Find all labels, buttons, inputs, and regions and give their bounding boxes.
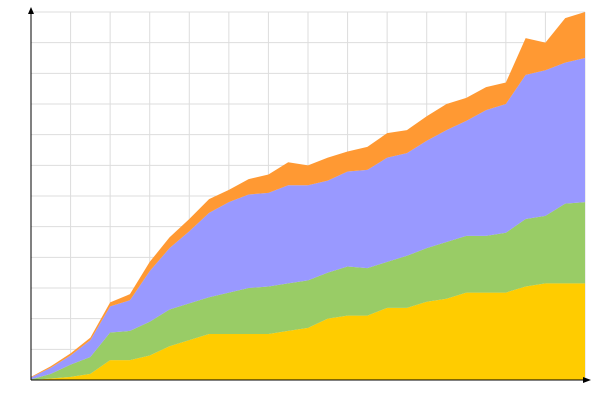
- area-series-1: [31, 283, 585, 380]
- area-series-2: [31, 202, 585, 380]
- area-series-4: [31, 12, 585, 378]
- y-axis-arrow: [28, 7, 34, 14]
- x-axis-arrow: [583, 377, 591, 383]
- area-series-group: [31, 12, 585, 380]
- axes: [28, 7, 591, 383]
- area-series-3: [31, 58, 585, 380]
